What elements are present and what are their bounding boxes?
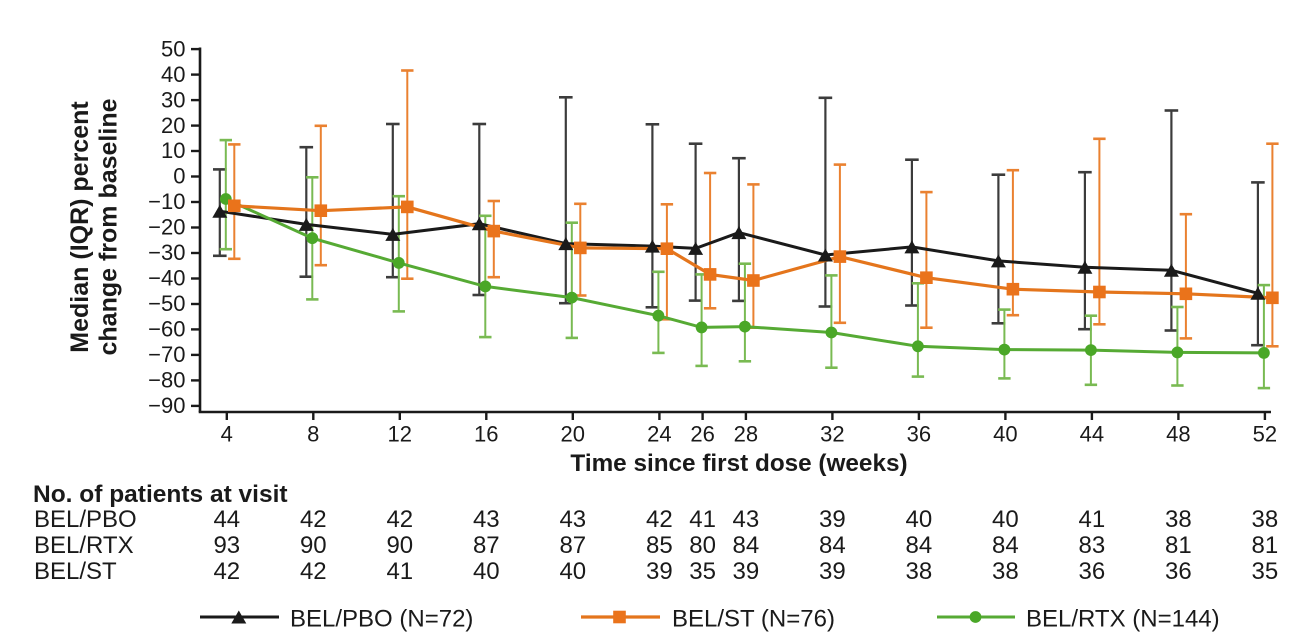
svg-text:42: 42 (300, 506, 327, 533)
svg-text:39: 39 (819, 558, 846, 585)
svg-text:16: 16 (474, 422, 498, 447)
svg-text:40: 40 (906, 506, 933, 533)
svg-text:40: 40 (161, 62, 185, 87)
svg-text:−30: −30 (148, 240, 185, 265)
svg-text:43: 43 (733, 506, 760, 533)
svg-text:35: 35 (1252, 558, 1279, 585)
svg-text:20: 20 (561, 422, 585, 447)
svg-text:85: 85 (646, 532, 673, 559)
svg-text:38: 38 (1252, 506, 1279, 533)
svg-text:BEL/PBO (N=72): BEL/PBO (N=72) (290, 606, 473, 632)
svg-text:No. of patients at visit: No. of patients at visit (33, 481, 288, 508)
svg-text:4: 4 (221, 422, 233, 447)
svg-text:change from baseline: change from baseline (95, 98, 123, 355)
svg-text:81: 81 (1165, 532, 1192, 559)
svg-text:87: 87 (559, 532, 586, 559)
svg-text:Median (IQR) percent: Median (IQR) percent (66, 101, 94, 353)
svg-text:43: 43 (473, 506, 500, 533)
svg-text:38: 38 (906, 558, 933, 585)
svg-text:84: 84 (819, 532, 846, 559)
svg-text:52: 52 (1253, 422, 1277, 447)
svg-text:43: 43 (559, 506, 586, 533)
svg-text:42: 42 (213, 558, 240, 585)
svg-text:−20: −20 (148, 215, 185, 240)
svg-text:40: 40 (473, 558, 500, 585)
svg-text:−70: −70 (148, 342, 185, 367)
svg-text:93: 93 (213, 532, 240, 559)
svg-text:BEL/RTX: BEL/RTX (34, 532, 134, 559)
svg-text:20: 20 (161, 113, 185, 138)
svg-text:Time since first dose (weeks): Time since first dose (weeks) (570, 450, 907, 477)
svg-text:39: 39 (819, 506, 846, 533)
svg-text:−90: −90 (148, 393, 185, 418)
svg-text:48: 48 (1166, 422, 1190, 447)
svg-text:12: 12 (388, 422, 412, 447)
svg-text:42: 42 (646, 506, 673, 533)
svg-text:84: 84 (992, 532, 1019, 559)
svg-text:−80: −80 (148, 368, 185, 393)
svg-text:BEL/ST: BEL/ST (34, 558, 117, 585)
svg-text:90: 90 (300, 532, 327, 559)
svg-text:36: 36 (1079, 558, 1106, 585)
svg-text:36: 36 (907, 422, 931, 447)
svg-text:42: 42 (300, 558, 327, 585)
svg-text:BEL/RTX (N=144): BEL/RTX (N=144) (1026, 606, 1220, 632)
svg-text:39: 39 (646, 558, 673, 585)
svg-text:38: 38 (1165, 506, 1192, 533)
svg-text:40: 40 (992, 506, 1019, 533)
svg-text:87: 87 (473, 532, 500, 559)
svg-text:44: 44 (213, 506, 240, 533)
svg-text:80: 80 (689, 532, 716, 559)
svg-text:−40: −40 (148, 266, 185, 291)
svg-text:90: 90 (386, 532, 413, 559)
svg-text:41: 41 (386, 558, 413, 585)
svg-text:−10: −10 (148, 189, 185, 214)
svg-text:84: 84 (733, 532, 760, 559)
svg-text:BEL/ST (N=76): BEL/ST (N=76) (672, 606, 835, 632)
svg-text:26: 26 (690, 422, 714, 447)
svg-text:−50: −50 (148, 291, 185, 316)
svg-text:84: 84 (906, 532, 933, 559)
svg-text:30: 30 (161, 87, 185, 112)
svg-text:10: 10 (161, 138, 185, 163)
svg-text:50: 50 (161, 36, 185, 61)
svg-text:83: 83 (1079, 532, 1106, 559)
svg-text:BEL/PBO: BEL/PBO (34, 506, 137, 533)
svg-text:36: 36 (1165, 558, 1192, 585)
svg-text:81: 81 (1252, 532, 1279, 559)
svg-text:41: 41 (689, 506, 716, 533)
svg-text:39: 39 (733, 558, 760, 585)
svg-text:0: 0 (173, 164, 185, 189)
svg-text:35: 35 (689, 558, 716, 585)
svg-text:−60: −60 (148, 317, 185, 342)
svg-text:40: 40 (559, 558, 586, 585)
svg-text:38: 38 (992, 558, 1019, 585)
svg-text:28: 28 (734, 422, 758, 447)
svg-text:8: 8 (307, 422, 319, 447)
svg-text:42: 42 (386, 506, 413, 533)
svg-text:44: 44 (1080, 422, 1104, 447)
svg-text:24: 24 (647, 422, 671, 447)
svg-text:40: 40 (993, 422, 1017, 447)
svg-text:41: 41 (1079, 506, 1106, 533)
svg-text:32: 32 (820, 422, 844, 447)
